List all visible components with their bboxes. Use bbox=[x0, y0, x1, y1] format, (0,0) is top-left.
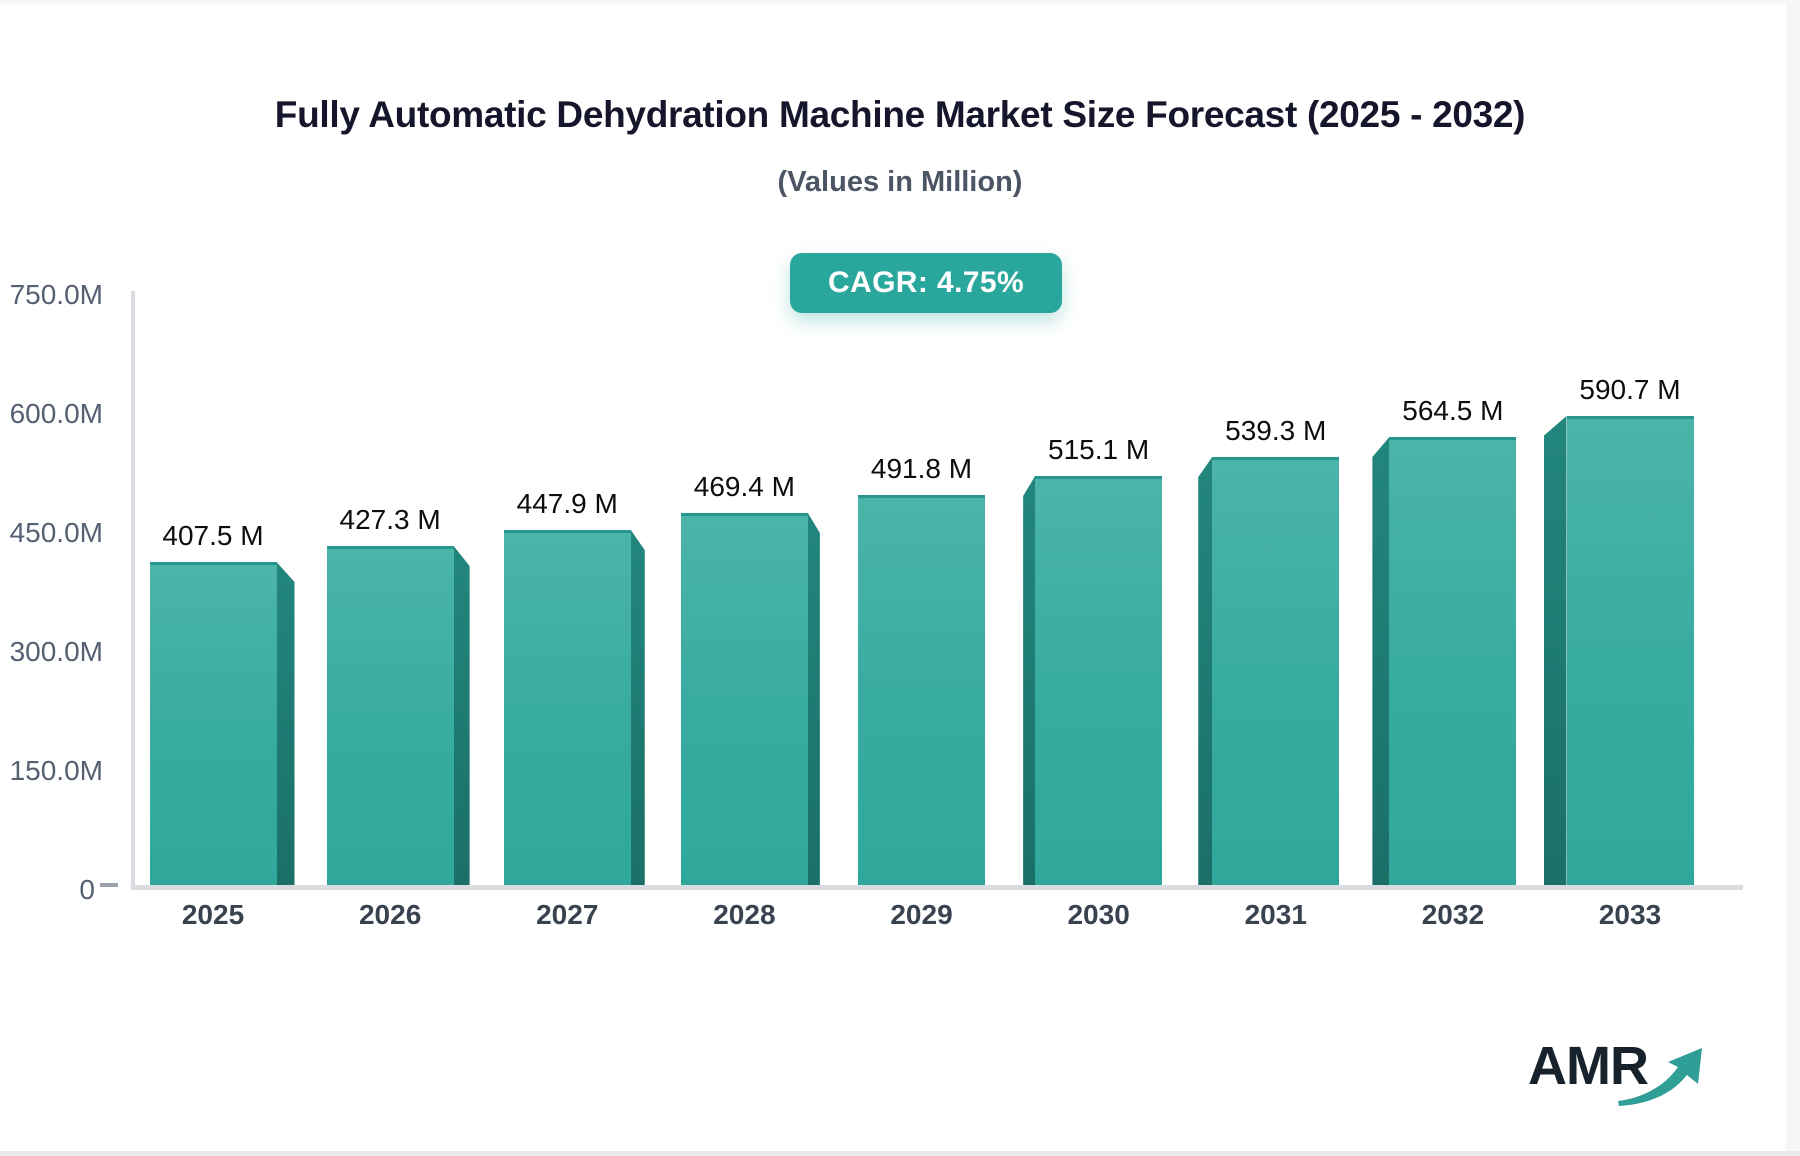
x-axis-label-2028: 2028 bbox=[713, 899, 776, 930]
bar-3d-side bbox=[630, 530, 645, 885]
y-axis-tick-0: 0 bbox=[79, 874, 95, 905]
y-axis-line bbox=[131, 291, 135, 890]
page-top-border bbox=[0, 0, 1800, 4]
bar-value-label: 407.5 M bbox=[162, 520, 264, 551]
bar-value-label: 515.1 M bbox=[1048, 434, 1150, 465]
bar-value-label: 447.9 M bbox=[516, 488, 618, 519]
x-axis-label-2029: 2029 bbox=[890, 899, 953, 930]
bar-3d-side bbox=[1198, 457, 1213, 885]
bar-value-label: 427.3 M bbox=[339, 504, 441, 535]
y-axis-tick-300: 300.0M bbox=[9, 636, 103, 667]
bar-body bbox=[1212, 457, 1340, 885]
bar-group-2025[interactable] bbox=[149, 562, 295, 885]
bar-3d-side bbox=[276, 562, 295, 885]
bar-body bbox=[149, 562, 277, 885]
x-axis-label-2032: 2032 bbox=[1421, 899, 1485, 930]
bar-body bbox=[1566, 416, 1694, 885]
zero-tick-mark bbox=[100, 883, 118, 887]
bar-group-2028[interactable] bbox=[680, 513, 820, 885]
bar-body bbox=[1389, 437, 1517, 885]
bar-value-label: 469.4 M bbox=[693, 471, 795, 502]
bar-value-label: 539.3 M bbox=[1225, 415, 1327, 446]
x-axis-label-2027: 2027 bbox=[536, 899, 599, 930]
bar-value-label: 564.5 M bbox=[1402, 395, 1504, 426]
y-axis-tick-450: 450.0M bbox=[9, 517, 103, 548]
x-axis-label-2025: 2025 bbox=[181, 899, 245, 930]
bar-3d-side bbox=[453, 546, 470, 885]
x-axis-label-2033: 2033 bbox=[1598, 899, 1662, 930]
bar-group-2032[interactable] bbox=[1372, 437, 1517, 885]
bar-3d-side bbox=[1023, 476, 1036, 885]
x-axis-line bbox=[131, 885, 1743, 890]
bar-body bbox=[503, 530, 631, 885]
bar-value-label: 590.7 M bbox=[1579, 374, 1681, 405]
page-bottom-border bbox=[0, 1151, 1800, 1156]
amr-logo: AMR bbox=[1528, 1035, 1713, 1115]
bar-group-2027[interactable] bbox=[503, 530, 645, 885]
bar-value-label: 491.8 M bbox=[870, 453, 973, 484]
bar-group-2031[interactable] bbox=[1198, 457, 1340, 885]
bar-body bbox=[326, 546, 454, 885]
bar-body bbox=[1035, 476, 1163, 885]
y-axis-tick-750: 750.0M bbox=[9, 279, 103, 310]
bar-3d-side bbox=[1372, 437, 1390, 885]
bar-3d-side bbox=[807, 513, 820, 885]
bar-body bbox=[680, 513, 808, 885]
x-axis-label-2031: 2031 bbox=[1244, 899, 1307, 930]
y-axis-tick-600: 600.0M bbox=[9, 398, 103, 429]
x-axis-label-2026: 2026 bbox=[358, 899, 422, 930]
bar-group-2026[interactable] bbox=[326, 546, 470, 885]
bar-group-2033[interactable] bbox=[1543, 416, 1694, 885]
x-axis-label-2030: 2030 bbox=[1067, 899, 1130, 930]
plot-area: 750.0M 600.0M 450.0M 300.0M 150.0M 0 407.5 M 4… bbox=[0, 279, 1800, 943]
amr-logo-text: AMR bbox=[1528, 1036, 1649, 1096]
bar-3d-side bbox=[1543, 416, 1567, 885]
y-axis-tick-150: 150.0M bbox=[9, 755, 103, 786]
cagr-badge: CAGR: 4.75% bbox=[790, 253, 1062, 313]
bar-group-2030[interactable] bbox=[1023, 476, 1163, 885]
chart-title: Fully Automatic Dehydration Machine Mark… bbox=[274, 94, 1526, 135]
chart-subtitle: (Values in Million) bbox=[777, 166, 1023, 198]
bar-body bbox=[858, 495, 985, 885]
growth-arrow-icon bbox=[1618, 1048, 1702, 1106]
bar-group-2029[interactable] bbox=[858, 495, 985, 885]
scrollbar-track[interactable] bbox=[1786, 0, 1800, 1156]
